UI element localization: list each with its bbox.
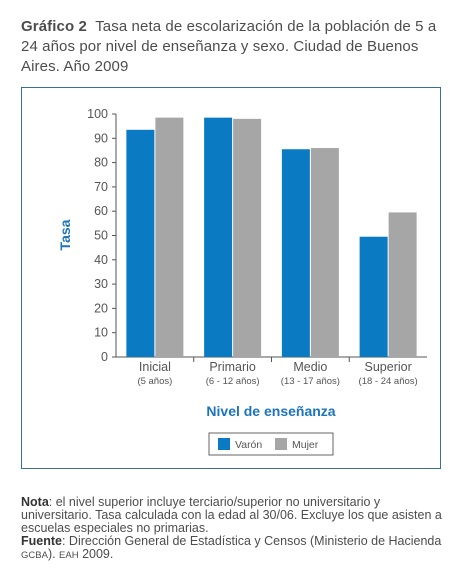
- bar-primario-varon: [204, 117, 233, 358]
- chart-frame: [21, 87, 441, 469]
- bar-inicial-varon: [126, 129, 155, 357]
- x-tick-label: Medio: [293, 360, 327, 374]
- y-tick-label: 80: [94, 156, 108, 170]
- x-tick-sublabel: (5 años): [137, 376, 172, 387]
- y-tick-label: 90: [94, 131, 108, 145]
- legend-swatch-mujer: [275, 438, 287, 450]
- bar-medio-mujer: [310, 148, 339, 357]
- bar-superior-varon: [359, 236, 388, 357]
- x-axis-label: Nivel de enseñanza: [206, 403, 335, 419]
- legend-label-mujer: Mujer: [292, 439, 319, 451]
- y-tick-label: 10: [94, 326, 108, 340]
- chart-heading: Gráfico 2 Tasa neta de escolarización de…: [21, 17, 447, 77]
- x-tick-label: Primario: [209, 360, 256, 374]
- y-tick-label: 0: [101, 350, 108, 364]
- fuente-text: : Dirección General de Estadística y Cen…: [61, 534, 442, 548]
- figure-title: Tasa neta de escolarización de la poblac…: [21, 18, 437, 75]
- fuente-label: Fuente: [21, 534, 62, 548]
- nota-text: : el nivel superior incluye terciario/su…: [21, 495, 442, 535]
- y-tick-label: 60: [94, 204, 108, 218]
- legend-swatch-varon: [218, 438, 230, 450]
- bar-primario-mujer: [233, 118, 262, 357]
- y-axis-label: Tasa: [57, 219, 73, 250]
- y-tick-label: 70: [94, 180, 108, 194]
- y-tick-label: 100: [87, 107, 108, 121]
- x-tick-label: Superior: [365, 360, 412, 374]
- y-tick-label: 20: [94, 301, 108, 315]
- legend-box: [208, 432, 334, 456]
- nota-label: Nota: [21, 495, 49, 509]
- x-tick-sublabel: (18 - 24 años): [359, 376, 418, 387]
- y-tick-label: 50: [94, 229, 108, 243]
- figure-label: Gráfico 2: [21, 18, 87, 35]
- y-tick-label: 40: [94, 253, 108, 267]
- fuente-gcba: GCBA: [21, 550, 48, 561]
- fuente-eah: EAH: [59, 550, 79, 561]
- y-tick-label: 30: [94, 277, 108, 291]
- x-tick-sublabel: (13 - 17 años): [281, 376, 340, 387]
- chart-notes: Nota: el nivel superior incluye terciari…: [21, 496, 449, 562]
- bar-superior-mujer: [388, 212, 417, 357]
- fuente-text-2: ).: [47, 547, 60, 561]
- legend-label-varon: Varón: [235, 439, 262, 451]
- x-tick-sublabel: (6 - 12 años): [206, 376, 260, 387]
- bar-chart: 0 10 20 30 40 50 60 70 80 90 100 Tasa Inicial (5 años…: [57, 107, 427, 456]
- x-tick-label: Inicial: [139, 360, 171, 374]
- bar-inicial-mujer: [155, 117, 184, 358]
- fuente-text-3: 2009.: [78, 547, 114, 561]
- bar-medio-varon: [281, 149, 310, 357]
